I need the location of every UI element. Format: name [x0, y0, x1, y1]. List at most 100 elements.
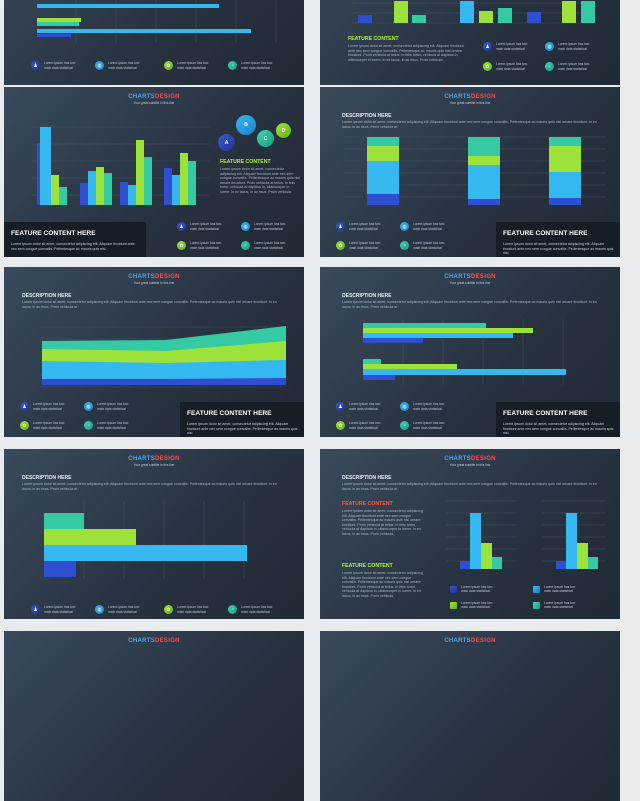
bubble-c: C	[257, 130, 274, 147]
feature-heading: FEATURE CONTENT	[348, 36, 399, 42]
panel-text: Lorem ipsum dolor sit amet, consectetur …	[503, 422, 614, 436]
bubble-d: D	[276, 123, 291, 138]
panel-heading: FEATURE CONTENT HERE	[503, 410, 588, 417]
icon-item: ✿ Lorem ipsum has two main data statistic…	[164, 61, 215, 70]
slide-2[interactable]: FEATURE CONTENT Lorem ipsum dolor sit am…	[320, 0, 620, 85]
slide-title: CHARTSDESIGN Your great subtitle in this…	[444, 94, 496, 105]
slide-title: CHARTSDESIGN Your great subtitle in this…	[444, 456, 496, 467]
feature-heading: FEATURE CONTENT	[342, 563, 393, 569]
icon-item: ♟ Lorem ipsum has two main data statistic…	[336, 222, 387, 231]
bar	[527, 12, 541, 23]
icon-item: ◔ Lorem ipsum has two main data statistic…	[228, 605, 279, 614]
icon-item: Lorem ipsum has two main data statistica…	[533, 601, 582, 609]
icon-item-text: Lorem ipsum has two main data statistica…	[544, 601, 576, 610]
icon-item: ♟ Lorem ipsum has two main data statistic…	[177, 222, 228, 231]
slide-4[interactable]: CHARTSDESIGN Your great subtitle in this…	[320, 87, 620, 257]
person-icon: ♟	[31, 605, 40, 614]
gear-icon: ✿	[164, 605, 173, 614]
icon-item: ✿ Lorem ipsum has two main data statistic…	[164, 605, 215, 614]
chart-icon: ◔	[241, 241, 250, 250]
icon-item: ◍ Lorem ipsum has two main data statistic…	[400, 222, 451, 231]
icon-item-text: Lorem ipsum has two main data statistica…	[558, 62, 590, 71]
slide-8[interactable]: CHARTSDESIGN Your great subtitle in this…	[320, 449, 620, 619]
icon-item-text: Lorem ipsum has two main data statistica…	[413, 421, 445, 430]
feature-panel: FEATURE CONTENT HERE Lorem ipsum dolor s…	[496, 222, 620, 257]
bubble-a: A	[218, 134, 235, 151]
icon-item-text: Lorem ipsum has two main data statistica…	[108, 61, 140, 70]
description-heading: DESCRIPTION HERE	[342, 475, 392, 481]
icon-item: ✿ Lorem ipsum has two main data statistic…	[336, 241, 387, 250]
icon-item-text: Lorem ipsum has two main data statistica…	[254, 241, 286, 250]
icon-item-text: Lorem ipsum has two main data statistica…	[33, 421, 65, 430]
icon-item-text: Lorem ipsum has two main data statistica…	[349, 241, 381, 250]
icon-item: ◔ Lorem ipsum has two main data statistic…	[400, 421, 451, 430]
panel-text: Lorem ipsum dolor sit amet, consectetur …	[187, 422, 298, 436]
feature-text: Lorem ipsum dolor sit amet, consectetur …	[220, 167, 300, 194]
icon-item-text: Lorem ipsum has two main data statistica…	[241, 61, 273, 70]
icon-item: ◍ Lorem ipsum has two main data statistic…	[545, 42, 596, 51]
icon-item-text: Lorem ipsum has two main data statistica…	[461, 601, 493, 610]
icon-item: ✿ Lorem ipsum has two main data statistic…	[336, 421, 387, 430]
icon-item: ◍ Lorem ipsum has two main data statistic…	[95, 605, 146, 614]
chart-icon: ◔	[400, 421, 409, 430]
icon-item: ◍ Lorem ipsum has two main data statistic…	[241, 222, 292, 231]
person-icon: ♟	[31, 61, 40, 70]
slide-10[interactable]: CHARTSDESIGN	[320, 631, 620, 801]
feature-heading: FEATURE CONTENT	[342, 501, 393, 507]
gear-icon: ✿	[20, 421, 29, 430]
bar	[412, 15, 426, 23]
description-text: Lorem ipsum dolor sit amet, consectetur …	[342, 482, 597, 491]
icon-item-text: Lorem ipsum has two main data statistica…	[544, 585, 576, 594]
icon-item-text: Lorem ipsum has two main data statistica…	[413, 222, 445, 231]
slide-title: CHARTSDESIGN	[128, 638, 180, 644]
globe-icon: ◍	[400, 402, 409, 411]
icon-item: ◔ Lorem ipsum has two main data statistic…	[545, 62, 596, 71]
chart-icon: ◔	[228, 61, 237, 70]
bar	[358, 15, 372, 23]
gear-icon: ✿	[483, 62, 492, 71]
hbar-chart	[44, 501, 247, 579]
icon-item: ◍ Lorem ipsum has two main data statistic…	[95, 61, 146, 70]
icon-item-text: Lorem ipsum has two main data statistica…	[413, 241, 445, 250]
icon-item-text: Lorem ipsum has two main data statistica…	[44, 61, 76, 70]
slide-5[interactable]: CHARTSDESIGN Your great subtitle in this…	[4, 267, 304, 437]
icon-item: ◔ Lorem ipsum has two main data statistic…	[84, 421, 135, 430]
globe-icon: ◍	[241, 222, 250, 231]
bar	[562, 1, 576, 23]
icon-item-text: Lorem ipsum has two main data statistica…	[44, 605, 76, 614]
person-icon: ♟	[177, 222, 186, 231]
icon-item-text: Lorem ipsum has two main data statistica…	[496, 42, 528, 51]
chart-icon: ◔	[84, 421, 93, 430]
slide-3[interactable]: CHARTSDESIGN Your great subtitle in this…	[4, 87, 304, 257]
icon-item-text: Lorem ipsum has two main data statistica…	[97, 402, 129, 411]
icon-item-text: Lorem ipsum has two main data statistica…	[241, 605, 273, 614]
icon-item: ◔ Lorem ipsum has two main data statistic…	[228, 61, 279, 70]
slide-9[interactable]: CHARTSDESIGN	[4, 631, 304, 801]
column-chart	[446, 500, 606, 569]
globe-icon: ◍	[95, 605, 104, 614]
bar	[37, 29, 251, 33]
icon-item-text: Lorem ipsum has two main data statistica…	[33, 402, 65, 411]
icon-item-text: Lorem ipsum has two main data statistica…	[349, 421, 381, 430]
bar	[581, 1, 595, 23]
icon-item: ♟ Lorem ipsum has two main data statistic…	[31, 605, 82, 614]
panel-heading: FEATURE CONTENT HERE	[187, 410, 272, 417]
hbar-chart	[37, 0, 277, 43]
description-text: Lorem ipsum dolor sit amet, consectetur …	[342, 300, 597, 309]
icon-item-text: Lorem ipsum has two main data statistica…	[177, 61, 209, 70]
slide-7[interactable]: CHARTSDESIGN Your great subtitle in this…	[4, 449, 304, 619]
icon-item: ♟ Lorem ipsum has two main data statistic…	[31, 61, 82, 70]
icon-item: ◔ Lorem ipsum has two main data statistic…	[400, 241, 451, 250]
bar	[498, 8, 512, 23]
icon-item-text: Lorem ipsum has two main data statistica…	[97, 421, 129, 430]
slide-6[interactable]: CHARTSDESIGN Your great subtitle in this…	[320, 267, 620, 437]
icon-item: ♟ Lorem ipsum has two main data statistic…	[483, 42, 534, 51]
legend-swatch	[450, 601, 457, 609]
icon-item: Lorem ipsum has two main data statistica…	[533, 585, 582, 593]
globe-icon: ◍	[400, 222, 409, 231]
slide-1[interactable]: ♟ Lorem ipsum has two main data statistic…	[4, 0, 304, 85]
bar	[37, 18, 81, 22]
globe-icon: ◍	[545, 42, 554, 51]
area-chart	[40, 326, 286, 388]
slide-title: CHARTSDESIGN Your great subtitle in this…	[444, 274, 496, 285]
